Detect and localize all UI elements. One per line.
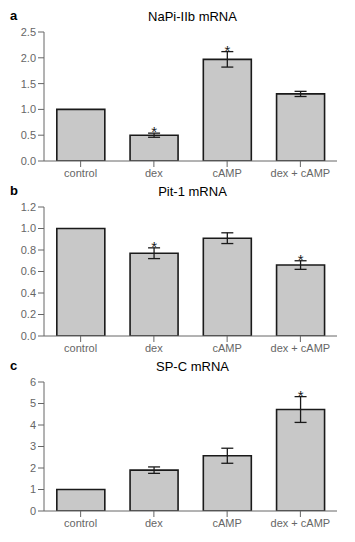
svg-text:cAMP: cAMP [212,167,241,179]
svg-text:1.0: 1.0 [21,222,36,234]
svg-text:cAMP: cAMP [212,517,241,529]
svg-text:*: * [298,387,304,404]
svg-text:0.5: 0.5 [21,129,36,141]
svg-text:dex + cAMP: dex + cAMP [271,342,331,354]
svg-text:0.6: 0.6 [21,265,36,277]
svg-text:0.8: 0.8 [21,244,36,256]
svg-text:2.0: 2.0 [21,52,36,64]
svg-text:0.0: 0.0 [21,155,36,167]
svg-text:0.0: 0.0 [21,330,36,342]
svg-text:*: * [224,42,230,59]
html-text:b: b [10,183,18,198]
svg-text:5: 5 [30,397,36,409]
svg-text:6: 6 [30,376,36,388]
svg-text:0.2: 0.2 [21,308,36,320]
html-text:SP-C mRNA: SP-C mRNA [156,359,229,374]
svg-text:3: 3 [30,440,36,452]
svg-text:control: control [64,517,97,529]
html-text:NaPi-IIb mRNA: NaPi-IIb mRNA [148,9,237,24]
svg-text:control: control [64,342,97,354]
svg-text:dex: dex [145,342,163,354]
svg-text:*: * [151,123,157,140]
svg-text:1.2: 1.2 [21,201,36,213]
svg-text:dex + cAMP: dex + cAMP [271,167,331,179]
svg-text:1.0: 1.0 [21,103,36,115]
svg-text:cAMP: cAMP [212,342,241,354]
svg-text:*: * [298,251,304,268]
svg-text:dex + cAMP: dex + cAMP [271,517,331,529]
html-text:Pit-1 mRNA: Pit-1 mRNA [158,184,227,199]
svg-text:1: 1 [30,483,36,495]
svg-text:4: 4 [30,419,36,431]
svg-text:dex: dex [145,517,163,529]
svg-text:2: 2 [30,462,36,474]
svg-text:control: control [64,167,97,179]
html-text:c: c [10,358,18,373]
svg-text:0: 0 [30,505,36,517]
svg-text:*: * [151,238,157,255]
svg-text:1.5: 1.5 [21,78,36,90]
html-text:a: a [10,8,18,23]
svg-text:dex: dex [145,167,163,179]
svg-text:0.4: 0.4 [21,287,36,299]
svg-text:2.5: 2.5 [21,26,36,38]
